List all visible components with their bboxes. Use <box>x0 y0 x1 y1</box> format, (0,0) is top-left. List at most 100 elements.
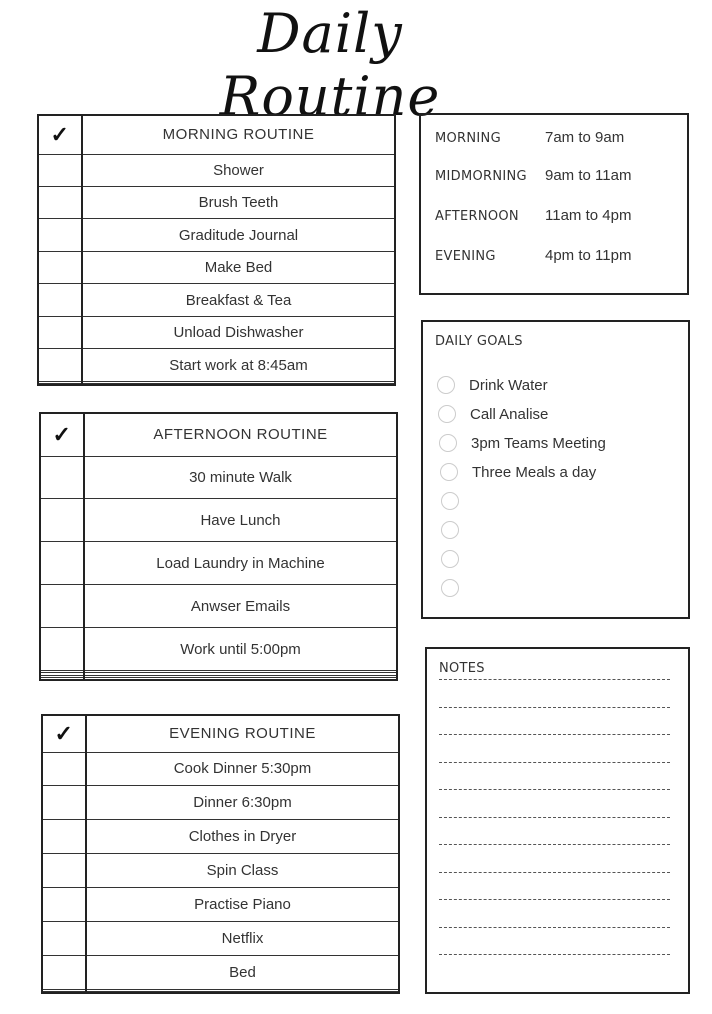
checkbox-cell[interactable] <box>39 383 83 384</box>
time-block-row: EVENING 4pm to 11pm <box>435 247 631 264</box>
goal-checkbox[interactable] <box>441 579 459 597</box>
section-heading: MORNING ROUTINE <box>82 116 394 155</box>
checkbox-cell[interactable] <box>43 955 87 990</box>
routine-item: Netflix <box>86 921 398 956</box>
goal-item <box>441 549 473 569</box>
check-icon: ✓ <box>41 414 85 457</box>
evening-routine-table: ✓ EVENING ROUTINE Cook Dinner 5:30pm Dinner… <box>41 714 400 994</box>
routine-item <box>84 670 396 674</box>
checkbox-cell[interactable] <box>41 677 85 679</box>
time-block-range: 9am to 11am <box>545 167 632 184</box>
goal-text: 3pm Teams Meeting <box>471 434 606 452</box>
checkbox-cell[interactable] <box>43 989 87 992</box>
routine-item <box>82 383 394 384</box>
goal-checkbox[interactable] <box>440 463 458 481</box>
notes-line[interactable] <box>439 761 670 763</box>
checkbox-cell[interactable] <box>43 853 87 888</box>
checkbox-cell[interactable] <box>41 541 85 586</box>
goal-text: Three Meals a day <box>472 463 597 481</box>
notes-box: NOTES <box>425 647 690 994</box>
notes-line[interactable] <box>439 844 670 845</box>
goal-checkbox[interactable] <box>441 492 459 510</box>
routine-item: Anwser Emails <box>84 584 396 629</box>
table-row: Start work at 8:45am <box>39 348 394 382</box>
checkbox-cell[interactable] <box>41 498 85 543</box>
checkbox-cell[interactable] <box>39 218 83 252</box>
routine-item <box>86 989 398 992</box>
notes-line[interactable] <box>439 679 670 680</box>
time-block-label: EVENING <box>435 249 496 264</box>
goal-item: Three Meals a day <box>440 462 596 482</box>
table-row <box>41 672 396 676</box>
morning-routine-table: ✓ MORNING ROUTINE Shower Brush Teeth Graditu… <box>37 114 396 386</box>
time-block-row: MORNING 7am to 9am <box>435 129 624 146</box>
notes-line[interactable] <box>439 816 670 818</box>
notes-line[interactable] <box>439 789 670 790</box>
checkbox-cell[interactable] <box>41 670 85 674</box>
checkbox-cell[interactable] <box>43 752 87 787</box>
checkbox-cell[interactable] <box>41 627 85 672</box>
checkbox-cell[interactable] <box>41 672 85 676</box>
table-row: Netflix <box>43 921 398 956</box>
table-header-row: ✓ EVENING ROUTINE <box>43 716 398 753</box>
checkbox-cell[interactable] <box>43 921 87 956</box>
check-icon: ✓ <box>39 116 83 155</box>
goal-item: Call Analise <box>438 404 548 424</box>
routine-item: Cook Dinner 5:30pm <box>86 752 398 787</box>
checkbox-cell[interactable] <box>43 991 87 992</box>
notes-line[interactable] <box>439 926 670 928</box>
routine-item: Have Lunch <box>84 498 396 543</box>
table-row: Graditude Journal <box>39 218 394 252</box>
goal-checkbox[interactable] <box>441 550 459 568</box>
table-row: Bed <box>43 955 398 990</box>
checkbox-cell[interactable] <box>39 283 83 317</box>
routine-item: Work until 5:00pm <box>84 627 396 672</box>
notes-line[interactable] <box>439 706 670 708</box>
notes-line[interactable] <box>439 734 670 735</box>
table-row: Clothes in Dryer <box>43 819 398 855</box>
checkbox-cell[interactable] <box>43 819 87 855</box>
goal-checkbox[interactable] <box>441 521 459 539</box>
checkbox-cell[interactable] <box>39 348 83 382</box>
routine-item <box>84 678 396 679</box>
time-block-range: 7am to 9am <box>545 129 625 146</box>
checkbox-cell[interactable] <box>41 675 85 679</box>
daily-goals-heading: DAILY GOALS <box>435 334 523 349</box>
routine-item: Spin Class <box>86 853 398 888</box>
routine-item: Load Laundry in Machine <box>84 541 396 586</box>
time-block-row: AFTERNOON 11am to 4pm <box>435 207 631 224</box>
section-heading: EVENING ROUTINE <box>86 716 398 753</box>
table-row: Have Lunch <box>41 498 396 543</box>
table-row: Make Bed <box>39 251 394 285</box>
checkbox-cell[interactable] <box>39 186 83 220</box>
checkbox-cell[interactable] <box>39 316 83 350</box>
table-row <box>43 991 398 992</box>
table-row <box>39 381 394 384</box>
checkbox-cell[interactable] <box>39 154 83 187</box>
notes-line[interactable] <box>439 954 670 955</box>
table-row <box>39 383 394 384</box>
goal-item <box>441 520 473 540</box>
checkbox-cell[interactable] <box>41 456 85 500</box>
table-row: Load Laundry in Machine <box>41 541 396 586</box>
page-title: Daily Routine <box>219 2 441 128</box>
checkbox-cell[interactable] <box>43 887 87 922</box>
goal-checkbox[interactable] <box>438 405 456 423</box>
routine-item: Bed <box>86 955 398 990</box>
goal-checkbox[interactable] <box>439 434 457 452</box>
goal-checkbox[interactable] <box>437 376 455 394</box>
checkbox-cell[interactable] <box>41 584 85 629</box>
notes-line[interactable] <box>439 871 670 873</box>
table-row <box>41 677 396 679</box>
checkbox-cell[interactable] <box>39 251 83 285</box>
table-row: Unload Dishwasher <box>39 316 394 350</box>
table-row <box>41 675 396 679</box>
checkbox-cell[interactable] <box>39 381 83 384</box>
notes-line[interactable] <box>439 899 670 900</box>
routine-item: 30 minute Walk <box>84 456 396 500</box>
routine-item: Dinner 6:30pm <box>86 785 398 821</box>
routine-item: Breakfast & Tea <box>82 283 394 317</box>
time-blocks-box: MORNING 7am to 9am MIDMORNING 9am to 11am AF… <box>419 113 689 295</box>
checkbox-cell[interactable] <box>43 785 87 821</box>
routine-item: Graditude Journal <box>82 218 394 252</box>
